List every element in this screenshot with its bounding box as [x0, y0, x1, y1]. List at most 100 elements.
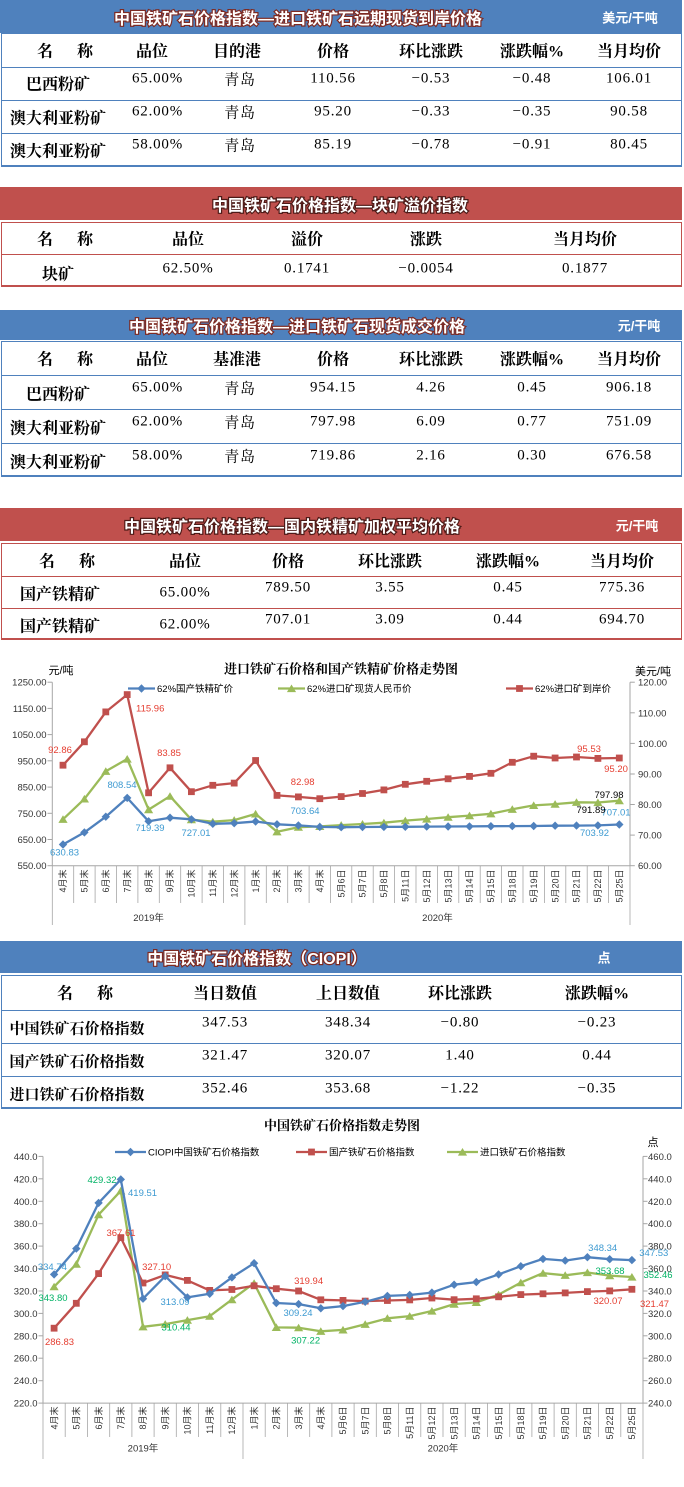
svg-text:5月22日: 5月22日	[593, 870, 603, 903]
svg-text:5月13日: 5月13日	[449, 1407, 459, 1440]
svg-text:CIOPI中国铁矿石价格指数: CIOPI中国铁矿石价格指数	[148, 1147, 260, 1159]
svg-text:240.0: 240.0	[14, 1376, 38, 1387]
svg-text:5月11日: 5月11日	[401, 870, 411, 902]
svg-text:703.92: 703.92	[580, 828, 609, 839]
svg-text:5月19日: 5月19日	[529, 870, 539, 903]
svg-text:5月7日: 5月7日	[360, 1407, 370, 1435]
svg-text:5月15日: 5月15日	[486, 870, 496, 903]
svg-text:5月6日: 5月6日	[338, 1407, 348, 1435]
svg-text:327.10: 327.10	[142, 1262, 171, 1273]
svg-text:321.47: 321.47	[640, 1299, 669, 1310]
svg-text:429.32: 429.32	[87, 1175, 116, 1186]
svg-text:点: 点	[648, 1136, 659, 1149]
svg-text:4月末: 4月末	[48, 1407, 59, 1430]
svg-text:5月20日: 5月20日	[550, 870, 560, 903]
svg-text:440.0: 440.0	[648, 1174, 672, 1185]
svg-text:80.00: 80.00	[638, 800, 662, 811]
svg-text:320.0: 320.0	[14, 1287, 38, 1298]
svg-text:707.01: 707.01	[601, 808, 630, 819]
svg-text:320.0: 320.0	[648, 1309, 672, 1320]
svg-text:703.64: 703.64	[290, 806, 319, 817]
svg-text:460.0: 460.0	[648, 1152, 672, 1163]
svg-text:348.34: 348.34	[588, 1243, 617, 1254]
svg-text:5月19日: 5月19日	[538, 1407, 548, 1440]
svg-text:2月末: 2月末	[271, 1407, 282, 1430]
svg-text:334.74: 334.74	[38, 1262, 67, 1273]
svg-text:260.0: 260.0	[14, 1354, 38, 1365]
svg-text:380.0: 380.0	[14, 1219, 38, 1230]
svg-text:95.20: 95.20	[604, 764, 628, 775]
svg-text:62%国产铁精矿价: 62%国产铁精矿价	[157, 683, 234, 695]
svg-text:10月末: 10月末	[186, 870, 197, 898]
svg-text:352.46: 352.46	[643, 1270, 672, 1281]
svg-text:5月8日: 5月8日	[383, 1407, 393, 1435]
svg-text:1150.00: 1150.00	[13, 704, 47, 715]
svg-text:115.96: 115.96	[136, 704, 164, 715]
svg-text:5月21日: 5月21日	[583, 1407, 593, 1440]
svg-text:6月末: 6月末	[93, 1407, 104, 1430]
svg-text:12月末: 12月末	[228, 870, 239, 898]
svg-text:9月末: 9月末	[159, 1407, 170, 1430]
svg-text:797.98: 797.98	[594, 790, 623, 801]
svg-text:850.00: 850.00	[17, 783, 46, 794]
svg-text:95.53: 95.53	[577, 744, 601, 755]
svg-text:400.0: 400.0	[648, 1219, 672, 1230]
svg-text:7月末: 7月末	[121, 870, 132, 893]
svg-text:5月12日: 5月12日	[427, 1407, 437, 1440]
svg-text:12月末: 12月末	[226, 1407, 237, 1435]
svg-text:310.44: 310.44	[161, 1323, 190, 1334]
svg-text:1050.00: 1050.00	[12, 730, 46, 741]
svg-text:367.61: 367.61	[106, 1228, 135, 1239]
svg-text:进口铁矿石价格指数: 进口铁矿石价格指数	[480, 1147, 566, 1159]
svg-text:8月末: 8月末	[137, 1407, 148, 1430]
svg-text:5月末: 5月末	[71, 1407, 82, 1430]
svg-text:750.00: 750.00	[17, 809, 46, 820]
svg-text:286.83: 286.83	[45, 1337, 74, 1348]
svg-text:550.00: 550.00	[17, 861, 46, 872]
svg-text:380.0: 380.0	[648, 1242, 672, 1253]
svg-text:美元/吨: 美元/吨	[635, 665, 671, 678]
svg-text:5月7日: 5月7日	[358, 870, 368, 898]
svg-text:280.0: 280.0	[648, 1354, 672, 1365]
svg-text:360.0: 360.0	[14, 1242, 38, 1253]
svg-text:10月末: 10月末	[182, 1407, 193, 1435]
svg-text:5月6日: 5月6日	[336, 870, 346, 898]
svg-text:6月末: 6月末	[100, 870, 111, 893]
svg-text:5月25日: 5月25日	[627, 1407, 637, 1440]
svg-text:307.22: 307.22	[291, 1336, 320, 1347]
svg-text:60.00: 60.00	[638, 861, 662, 872]
svg-text:791.89: 791.89	[576, 805, 605, 816]
svg-text:5月18日: 5月18日	[516, 1407, 526, 1440]
svg-text:2月末: 2月末	[271, 870, 282, 893]
svg-text:440.0: 440.0	[14, 1152, 38, 1163]
svg-text:120.00: 120.00	[638, 678, 667, 689]
svg-text:300.0: 300.0	[648, 1331, 672, 1342]
svg-text:340.0: 340.0	[14, 1264, 38, 1275]
svg-text:5月20日: 5月20日	[560, 1407, 570, 1440]
svg-text:630.83: 630.83	[50, 848, 79, 859]
svg-text:1月末: 1月末	[248, 1407, 259, 1430]
svg-text:3月末: 3月末	[293, 1407, 304, 1430]
svg-text:320.07: 320.07	[593, 1296, 622, 1307]
svg-text:83.85: 83.85	[157, 748, 181, 759]
svg-text:中国铁矿石价格指数走势图: 中国铁矿石价格指数走势图	[264, 1118, 420, 1133]
svg-text:2019年: 2019年	[128, 1443, 159, 1455]
svg-text:5月15日: 5月15日	[494, 1407, 504, 1440]
svg-text:309.24: 309.24	[283, 1308, 312, 1319]
svg-text:420.0: 420.0	[648, 1197, 672, 1208]
svg-text:2020年: 2020年	[422, 912, 453, 924]
svg-text:280.0: 280.0	[14, 1331, 38, 1342]
svg-text:1月末: 1月末	[250, 870, 261, 893]
svg-text:727.01: 727.01	[181, 828, 210, 839]
svg-text:360.0: 360.0	[648, 1264, 672, 1275]
svg-text:11月末: 11月末	[204, 1407, 215, 1434]
svg-text:340.0: 340.0	[648, 1287, 672, 1298]
svg-text:313.09: 313.09	[160, 1297, 189, 1308]
svg-text:11月末: 11月末	[207, 870, 218, 897]
svg-text:110.00: 110.00	[638, 708, 666, 719]
svg-text:4月末: 4月末	[57, 870, 68, 893]
svg-text:62%进口矿现货人民币价: 62%进口矿现货人民币价	[307, 683, 412, 695]
svg-text:5月22日: 5月22日	[605, 1407, 615, 1440]
svg-text:国产铁矿石价格指数: 国产铁矿石价格指数	[329, 1147, 415, 1159]
svg-text:3月末: 3月末	[293, 870, 304, 893]
